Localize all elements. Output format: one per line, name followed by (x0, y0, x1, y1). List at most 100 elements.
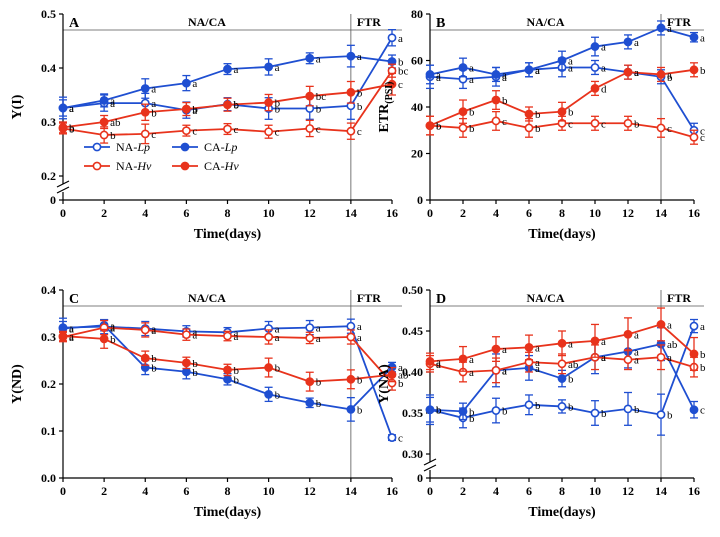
significance-letter: a (535, 65, 540, 77)
data-point (223, 331, 232, 341)
significance-letter: b (700, 362, 706, 374)
legend-item: NA-Lp (84, 140, 150, 154)
y-tick-label: 0.2 (41, 377, 56, 391)
significance-letter: a (535, 357, 540, 369)
period-label-ftr: FTR (357, 15, 381, 29)
data-point (623, 329, 633, 339)
period-label-ftr: FTR (667, 291, 691, 305)
data-point (425, 356, 435, 366)
data-point (623, 355, 633, 365)
data-point (689, 349, 699, 359)
data-point (387, 33, 397, 43)
significance-letter: a (667, 352, 672, 364)
data-point (590, 118, 600, 128)
significance-letter: a (151, 324, 156, 336)
significance-letter: a (192, 105, 197, 117)
significance-letter: a (469, 62, 474, 74)
y-tick-label: 0.40 (402, 365, 423, 379)
x-axis-title: Time(days) (194, 505, 262, 520)
data-point (99, 117, 109, 127)
data-point (181, 358, 191, 368)
data-point (689, 132, 699, 142)
significance-letter: a (275, 324, 280, 336)
series-na-hv: b bcb c c b cc (425, 111, 705, 145)
significance-letter: a (275, 332, 280, 344)
period-label-na-ca: NA/CA (527, 15, 565, 29)
significance-letter: c (234, 124, 239, 136)
data-point (458, 406, 468, 416)
data-point (99, 334, 109, 344)
legend-marker (180, 142, 190, 152)
data-point (524, 65, 534, 75)
data-point (387, 79, 397, 89)
series-na-hv: aa a a a a a ab (58, 319, 404, 391)
significance-letter: a (535, 342, 540, 354)
significance-letter: a (69, 324, 74, 336)
significance-letter: b (535, 109, 541, 121)
data-point (58, 331, 68, 341)
significance-letter: a (634, 37, 639, 49)
significance-letter: bc (316, 91, 327, 103)
y-tick-label: 0.45 (402, 324, 423, 338)
significance-letter: c (568, 118, 573, 130)
data-point (491, 365, 501, 375)
series-ca-lp: aaa aa aa a b (58, 44, 404, 117)
x-tick-label: 8 (225, 484, 231, 498)
y-axis-title: Y(NA) (377, 364, 392, 404)
significance-letter: b (275, 389, 281, 401)
significance-letter: b (535, 400, 541, 412)
significance-letter: a (568, 62, 573, 74)
significance-letter: b (700, 65, 706, 77)
data-point (387, 433, 397, 442)
significance-letter: a (634, 329, 639, 341)
significance-letter: a (700, 32, 705, 44)
significance-letter: b (110, 334, 116, 346)
legend-label-species: Lp (224, 140, 238, 154)
data-point (264, 127, 274, 137)
data-point (557, 359, 567, 369)
data-point (425, 405, 435, 415)
x-tick-label: 6 (526, 484, 532, 498)
significance-letter: a (110, 98, 115, 110)
period-label-ftr: FTR (667, 15, 691, 29)
panel-letter: B (436, 16, 445, 31)
significance-letter: ab (110, 117, 121, 129)
y-tick-label: 0.1 (41, 424, 56, 438)
significance-letter: b (69, 123, 75, 135)
x-tick-label: 10 (589, 206, 601, 220)
significance-letter: a (69, 103, 74, 115)
x-tick-label: 14 (345, 484, 357, 498)
significance-letter: ab (568, 359, 579, 371)
significance-letter: b (192, 358, 198, 370)
x-tick-label: 16 (386, 484, 398, 498)
significance-letter: c (601, 118, 606, 130)
significance-letter: b (234, 365, 240, 377)
significance-letter: b (568, 107, 574, 119)
x-tick-label: 2 (460, 484, 466, 498)
data-point (491, 116, 501, 126)
significance-letter: a (357, 51, 362, 63)
significance-letter: b (316, 104, 322, 116)
data-point (387, 370, 397, 379)
x-tick-label: 14 (345, 206, 357, 220)
significance-letter: a (69, 331, 74, 343)
significance-letter: b (436, 405, 442, 417)
significance-letter: b (469, 107, 475, 119)
x-tick-label: 6 (183, 484, 189, 498)
significance-letter: c (502, 116, 507, 128)
significance-letter: a (601, 62, 606, 74)
legend: NA-Lp CA-Lp NA-Hv CA-Hv (84, 140, 239, 173)
period-label-ftr: FTR (357, 291, 381, 305)
significance-letter: b (568, 374, 574, 386)
significance-letter: b (502, 95, 508, 107)
significance-letter: c (151, 129, 156, 141)
x-tick-label: 2 (101, 484, 107, 498)
data-point (524, 400, 534, 410)
significance-letter: a (601, 336, 606, 348)
x-tick-label: 16 (688, 206, 700, 220)
period-label-na-ca: NA/CA (188, 15, 226, 29)
significance-letter: a (469, 74, 474, 86)
data-point (491, 95, 501, 105)
